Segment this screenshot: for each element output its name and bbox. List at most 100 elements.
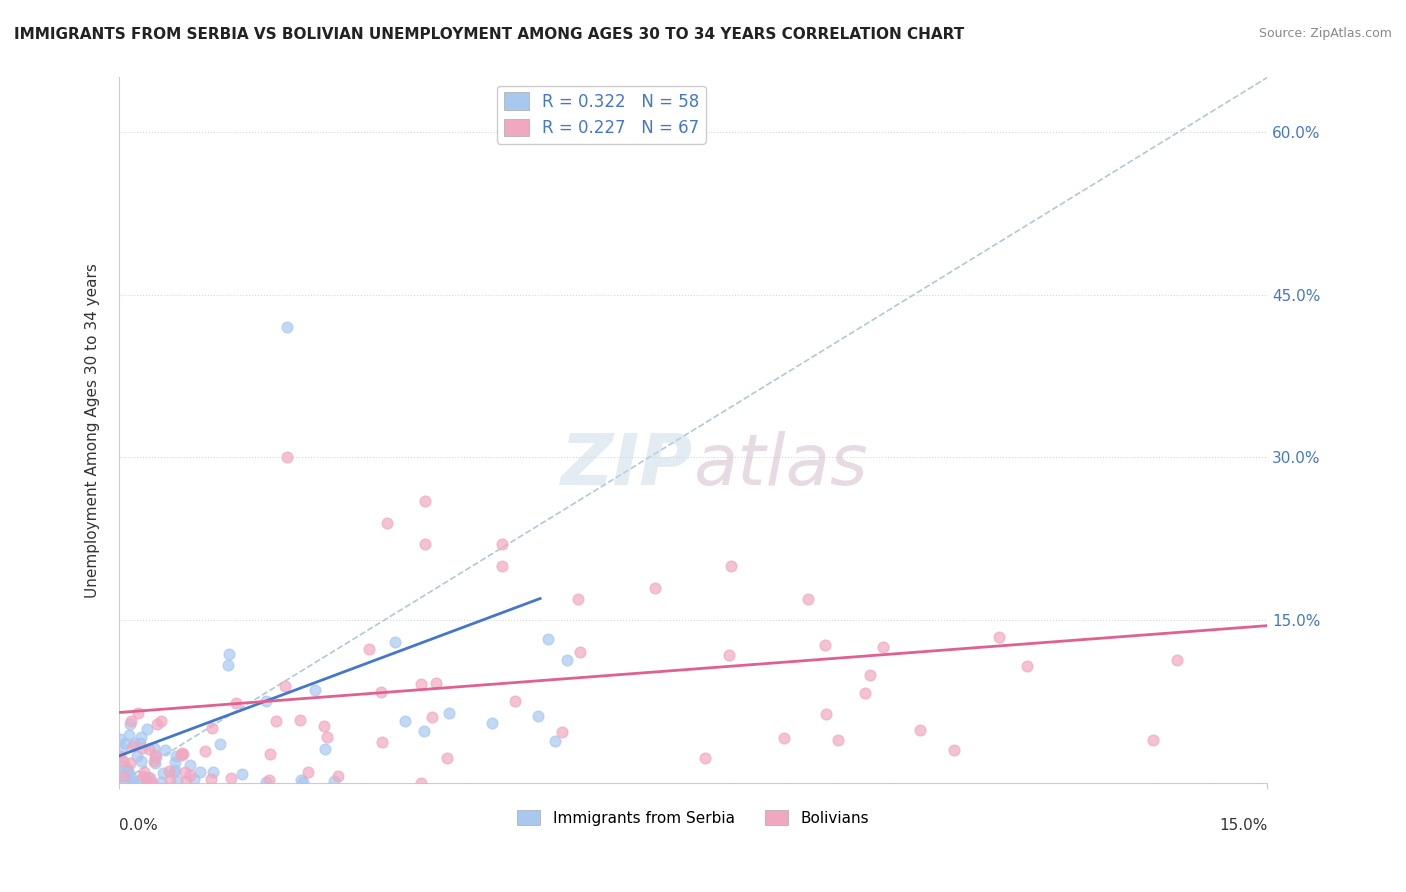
Point: [231, 767, 253, 781]
Point: [163, 765, 186, 780]
Point: [165, 748, 187, 763]
Point: [436, 750, 458, 764]
Point: [135, 773, 157, 788]
Point: [217, 658, 239, 673]
Point: [328, 769, 350, 783]
Point: [142, 740, 165, 755]
Point: [129, 730, 152, 744]
Point: [503, 694, 526, 708]
Point: [254, 775, 277, 789]
Point: [942, 743, 965, 757]
Point: [136, 770, 159, 784]
Point: [129, 736, 152, 750]
Point: [166, 774, 188, 789]
Point: [143, 748, 166, 763]
Point: [110, 732, 132, 747]
Point: [292, 774, 315, 789]
Point: [200, 772, 222, 786]
Point: [370, 685, 392, 699]
Point: [122, 739, 145, 753]
Point: [316, 730, 339, 744]
Point: [174, 773, 197, 788]
Point: [717, 648, 740, 662]
Point: [1166, 653, 1188, 667]
Point: [409, 677, 432, 691]
Point: [165, 755, 187, 769]
Point: [183, 772, 205, 786]
Point: [491, 558, 513, 573]
Point: [491, 537, 513, 551]
Point: [118, 728, 141, 742]
Point: [322, 774, 344, 789]
Point: [259, 747, 281, 761]
Point: [274, 679, 297, 693]
Point: [209, 737, 232, 751]
Point: [569, 645, 592, 659]
Point: [132, 768, 155, 782]
Point: [143, 756, 166, 770]
Point: [129, 754, 152, 768]
Point: [772, 731, 794, 745]
Point: [420, 710, 443, 724]
Point: [1142, 732, 1164, 747]
Point: [537, 632, 560, 647]
Point: [437, 706, 460, 720]
Text: 0.0%: 0.0%: [120, 818, 157, 833]
Point: [111, 764, 134, 778]
Point: [1015, 659, 1038, 673]
Point: [988, 630, 1011, 644]
Point: [170, 747, 193, 762]
Point: [179, 757, 201, 772]
Point: [853, 686, 876, 700]
Point: [219, 772, 242, 786]
Point: [375, 516, 398, 530]
Point: [143, 754, 166, 768]
Point: [276, 450, 298, 465]
Point: [120, 770, 142, 784]
Point: [527, 709, 550, 723]
Point: [138, 742, 160, 756]
Point: [371, 735, 394, 749]
Point: [141, 776, 163, 790]
Point: [110, 772, 132, 787]
Point: [815, 707, 838, 722]
Point: [172, 747, 194, 761]
Point: [131, 740, 153, 755]
Point: [115, 761, 138, 775]
Point: [159, 773, 181, 788]
Point: [254, 694, 277, 708]
Point: [153, 743, 176, 757]
Point: [120, 776, 142, 790]
Point: [121, 774, 143, 789]
Point: [152, 766, 174, 780]
Point: [118, 767, 141, 781]
Point: [157, 764, 180, 779]
Point: [146, 717, 169, 731]
Point: [544, 734, 567, 748]
Point: [112, 769, 135, 783]
Point: [413, 493, 436, 508]
Point: [910, 723, 932, 737]
Point: [136, 722, 159, 736]
Y-axis label: Unemployment Among Ages 30 to 34 years: Unemployment Among Ages 30 to 34 years: [86, 263, 100, 598]
Point: [149, 714, 172, 728]
Point: [129, 772, 152, 787]
Point: [720, 558, 742, 573]
Point: [127, 706, 149, 720]
Point: [120, 716, 142, 731]
Point: [288, 714, 311, 728]
Point: [814, 638, 837, 652]
Point: [257, 772, 280, 787]
Point: [290, 772, 312, 787]
Point: [173, 764, 195, 779]
Point: [312, 719, 335, 733]
Point: [550, 725, 572, 739]
Point: [139, 772, 162, 786]
Point: [413, 724, 436, 739]
Text: ZIP: ZIP: [561, 431, 693, 500]
Text: Source: ZipAtlas.com: Source: ZipAtlas.com: [1258, 27, 1392, 40]
Point: [194, 744, 217, 758]
Point: [118, 756, 141, 770]
Point: [163, 763, 186, 777]
Point: [145, 749, 167, 764]
